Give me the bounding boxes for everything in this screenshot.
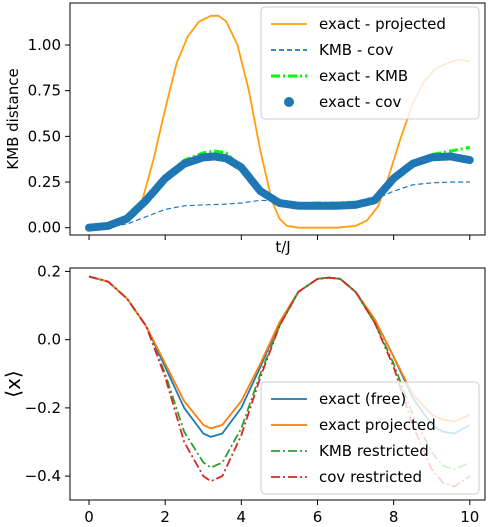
bottom-legend: exact (free) exact projected KMB restricte…: [260, 381, 480, 495]
bottom-xtick-label: 6: [313, 508, 323, 526]
bottom-legend-label: cov restricted: [319, 468, 422, 486]
top-legend-frame: [260, 6, 480, 120]
bottom-xtick-label: 0: [84, 508, 94, 526]
bottom-legend-item-exact-projected: exact projected: [271, 416, 436, 434]
bottom-ytick-label: −0.2: [25, 399, 61, 417]
bottom-series-kmb-restricted: [88, 275, 471, 471]
bottom-y-axis-label: ⟨x⟩: [1, 370, 25, 397]
top-ytick-label: 0.25: [28, 173, 61, 191]
bottom-legend-item-exact-free: exact (free): [271, 390, 406, 408]
top-legend-label: KMB - cov: [319, 41, 393, 59]
top-y-axis-label: KMB distance: [4, 68, 22, 169]
top-legend-item-exact-cov: exact - cov: [284, 93, 402, 111]
top-legend-marker: [284, 97, 294, 107]
top-legend-item-exact-projected: exact - projected: [271, 15, 446, 33]
top-legend-label: exact - cov: [319, 93, 402, 111]
bottom-xtick-label: 8: [389, 508, 399, 526]
bottom-xtick-label: 10: [460, 508, 479, 526]
top-ytick-label: 1.00: [28, 36, 61, 54]
top-ytick-label: 0.00: [28, 219, 61, 237]
top-x-ticks: [88, 235, 471, 240]
top-legend-label: exact - projected: [319, 15, 446, 33]
top-ytick-label: 0.75: [28, 82, 61, 100]
bottom-xtick-label: 4: [237, 508, 247, 526]
top-legend-item-exact-kmb: exact - KMB: [271, 67, 408, 85]
top-x-axis-label: t/J: [275, 238, 290, 256]
bottom-legend-label: exact (free): [319, 390, 406, 408]
top-legend: exact - projected KMB - cov exact - KMB exa…: [260, 6, 480, 120]
bottom-ytick-label: −0.4: [25, 467, 61, 485]
bottom-legend-label: exact projected: [319, 416, 436, 434]
bottom-xtick-label: 2: [160, 508, 170, 526]
top-y-ticks: 0.00 0.25 0.50 0.75 1.00: [28, 36, 70, 237]
bottom-panel: −0.4−0.20.00.2 0 2 4 6 8 10 ⟨x⟩ exact (free)e…: [1, 262, 486, 526]
bottom-ytick-label: 0.0: [37, 331, 61, 349]
bottom-legend-item-kmb-restricted: KMB restricted: [271, 442, 429, 460]
bottom-legend-item-cov-restricted: cov restricted: [271, 468, 422, 486]
top-point: [465, 156, 474, 165]
top-legend-label: exact - KMB: [319, 67, 408, 85]
bottom-x-ticks: 0 2 4 6 8 10: [84, 500, 479, 526]
top-series-exact-cov: [85, 152, 474, 232]
bottom-y-ticks: −0.4 −0.2 0.0 0.2: [25, 262, 70, 485]
bottom-legend-label: KMB restricted: [319, 442, 429, 460]
top-panel: 0.00 0.25 0.50 0.75 1.00 t/J KMB distance ex…: [4, 2, 486, 256]
bottom-ytick-label: 0.2: [37, 262, 61, 280]
top-ytick-label: 0.50: [28, 127, 61, 145]
top-legend-item-kmb-cov: KMB - cov: [271, 41, 393, 59]
bottom-legend-frame: [260, 381, 480, 495]
